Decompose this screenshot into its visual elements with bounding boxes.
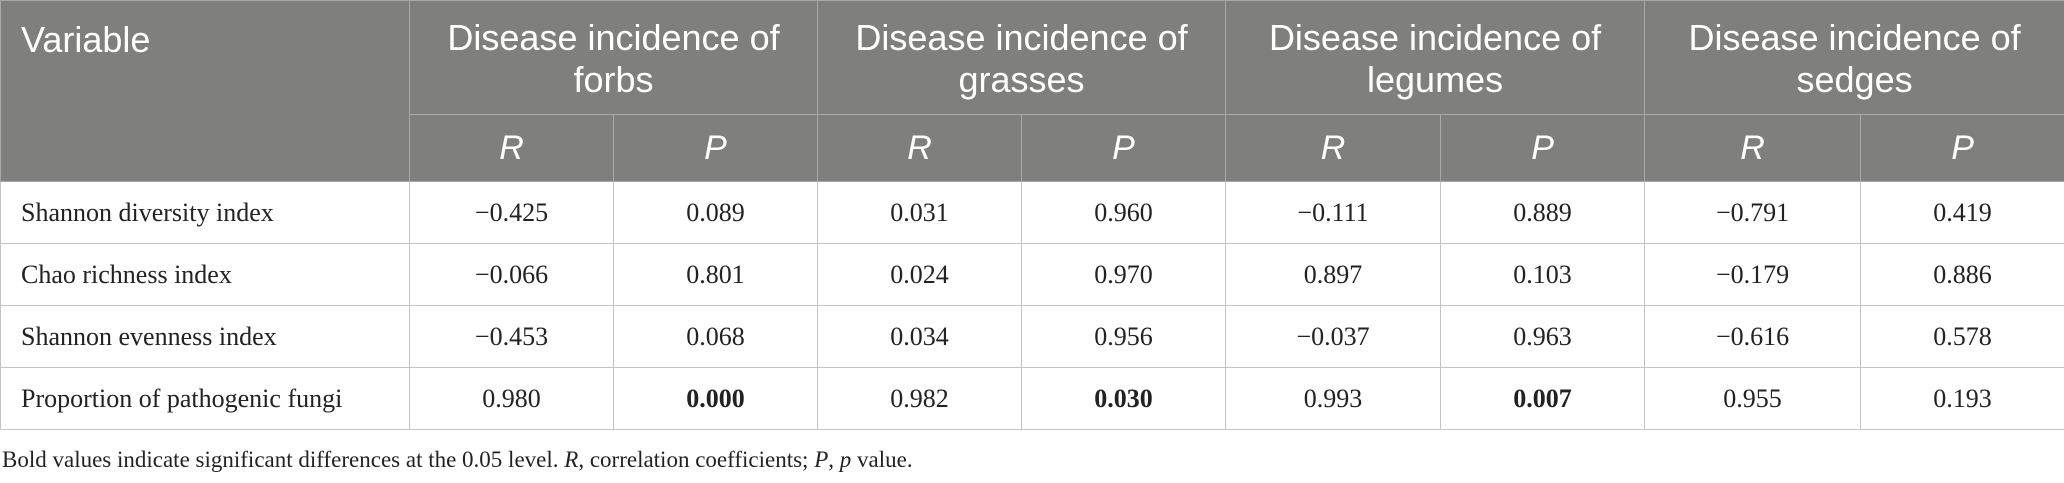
table-cell: 0.193	[1860, 367, 2064, 430]
group-header-line2: legumes	[1367, 59, 1504, 100]
group-header-grasses: Disease incidence of grasses	[817, 0, 1227, 115]
correlation-table-container: Variable Disease incidence of forbs Dise…	[0, 0, 2064, 430]
table-cell: −0.179	[1644, 243, 1862, 306]
row-variable-label: Shannon evenness index	[0, 305, 410, 368]
table-cell: 0.970	[1021, 243, 1227, 306]
table-footnote: Bold values indicate significant differe…	[2, 447, 913, 473]
table-cell: 0.982	[817, 367, 1023, 430]
group-header-line2: sedges	[1796, 59, 1913, 100]
table-cell-significant: 0.007	[1440, 367, 1646, 430]
footnote-p-lower: p	[839, 447, 852, 472]
subheader-r: R	[409, 114, 614, 182]
table-row: Shannon evenness index −0.453 0.068 0.03…	[0, 305, 2064, 368]
table-cell-significant: 0.000	[612, 367, 819, 430]
footnote-text: ,	[828, 447, 840, 472]
table-cell: 0.963	[1440, 305, 1646, 368]
subheader-r: R	[817, 114, 1023, 182]
table-cell: 0.034	[817, 305, 1023, 368]
table-cell: −0.111	[1225, 181, 1442, 244]
variable-column-header: Variable	[0, 0, 410, 182]
table-cell: 0.993	[1225, 367, 1442, 430]
group-header-sedges: Disease incidence of sedges	[1644, 0, 2064, 115]
row-variable-label: Chao richness index	[0, 243, 410, 306]
subheader-p: P	[1021, 114, 1227, 182]
group-header-legumes: Disease incidence of legumes	[1225, 0, 1646, 115]
subheader-r: R	[1644, 114, 1862, 182]
table-cell: −0.453	[409, 305, 614, 368]
header-row-groups: Variable Disease incidence of forbs Dise…	[0, 0, 2064, 182]
table-cell: 0.068	[612, 305, 819, 368]
group-header-line1: Disease incidence of	[447, 17, 780, 58]
table-cell: 0.956	[1021, 305, 1227, 368]
group-header-forbs: Disease incidence of forbs	[408, 0, 819, 115]
table-body: Shannon diversity index −0.425 0.089 0.0…	[0, 181, 2064, 430]
footnote-text: , correlation coefficients;	[578, 447, 815, 472]
table-cell: 0.024	[817, 243, 1023, 306]
subheader-p: P	[612, 114, 819, 182]
group-header-line1: Disease incidence of	[1268, 17, 1602, 58]
table-cell: −0.425	[409, 181, 614, 244]
table-row: Chao richness index −0.066 0.801 0.024 0…	[0, 243, 2064, 306]
table-cell-significant: 0.030	[1021, 367, 1227, 430]
table-header: Variable Disease incidence of forbs Dise…	[0, 0, 2064, 182]
footnote-r-symbol: R	[564, 447, 579, 472]
table-cell: 0.031	[817, 181, 1023, 244]
footnote-text: Bold values indicate significant differe…	[2, 447, 565, 472]
table-cell: −0.616	[1644, 305, 1862, 368]
footnote-p-symbol: P	[814, 447, 829, 472]
group-header-line1: Disease incidence of	[1688, 17, 2021, 58]
row-variable-label: Shannon diversity index	[0, 181, 410, 244]
table-cell: −0.066	[409, 243, 614, 306]
table-cell: 0.980	[409, 367, 614, 430]
footnote-text: value.	[851, 447, 913, 472]
subheader-p: P	[1440, 114, 1646, 182]
table-cell: 0.801	[612, 243, 819, 306]
table-cell: 0.960	[1021, 181, 1227, 244]
correlation-table: Variable Disease incidence of forbs Dise…	[0, 0, 2064, 430]
table-cell: 0.089	[612, 181, 819, 244]
table-cell: −0.037	[1225, 305, 1442, 368]
header-row-subheaders: R P R P R P R P	[1, 114, 2064, 182]
table-cell: 0.886	[1860, 243, 2064, 306]
table-cell: 0.889	[1440, 181, 1646, 244]
table-row: Proportion of pathogenic fungi 0.980 0.0…	[0, 367, 2064, 430]
table-row: Shannon diversity index −0.425 0.089 0.0…	[0, 181, 2064, 244]
group-header-line2: forbs	[573, 59, 654, 100]
group-header-line1: Disease incidence of	[855, 17, 1188, 58]
subheader-p: P	[1860, 114, 2064, 182]
table-cell: −0.791	[1644, 181, 1862, 244]
table-cell: 0.103	[1440, 243, 1646, 306]
table-cell: 0.578	[1860, 305, 2064, 368]
row-variable-label: Proportion of pathogenic fungi	[0, 367, 410, 430]
subheader-r: R	[1225, 114, 1442, 182]
table-cell: 0.419	[1860, 181, 2064, 244]
table-cell: 0.897	[1225, 243, 1442, 306]
group-header-line2: grasses	[958, 59, 1085, 100]
table-cell: 0.955	[1644, 367, 1862, 430]
